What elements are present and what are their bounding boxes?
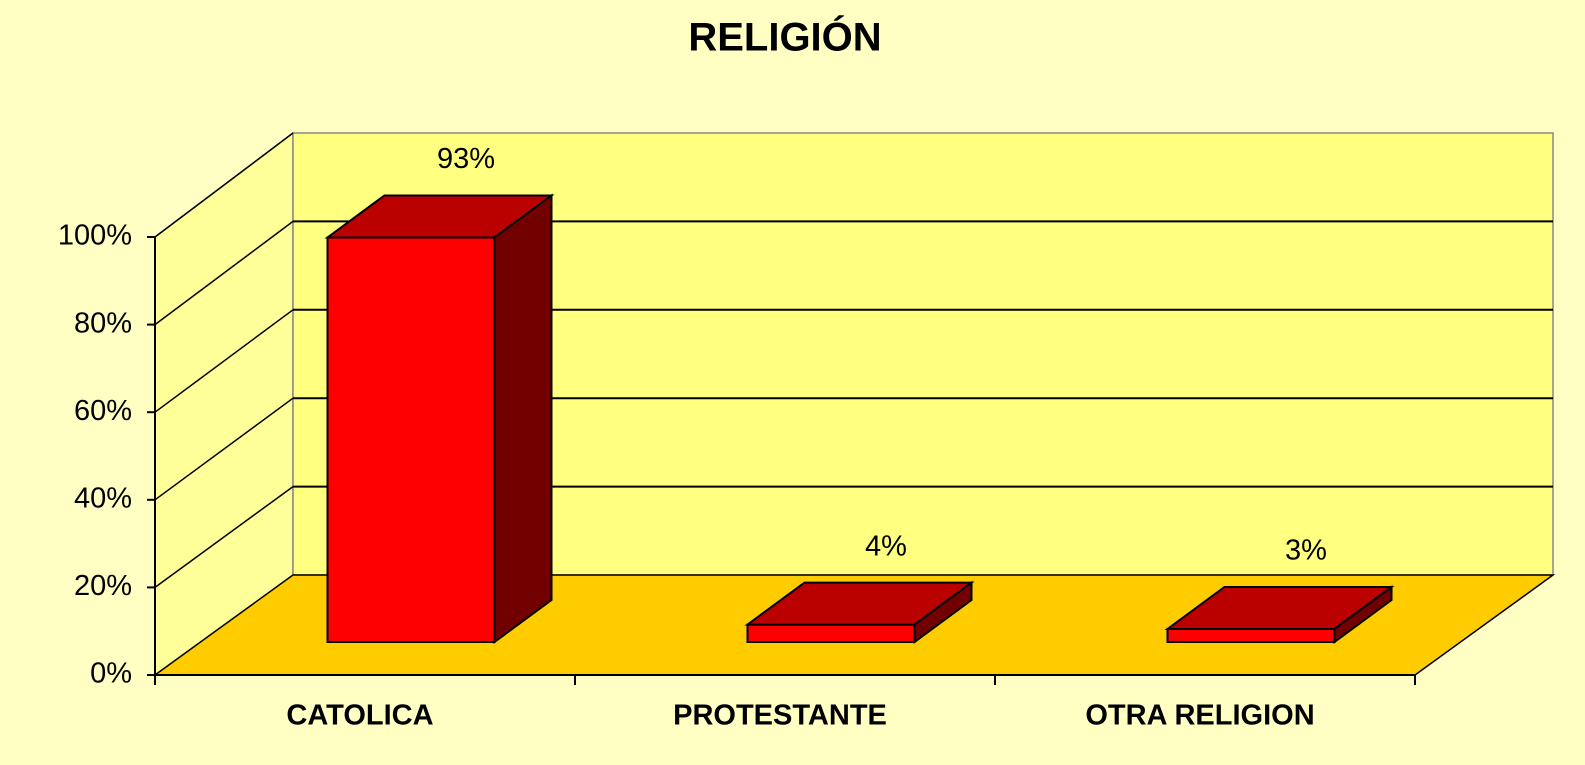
x-tick-label: PROTESTANTE (673, 700, 887, 732)
y-tick-label: 80% (74, 307, 132, 339)
chart-title: RELIGIÓN (688, 14, 881, 60)
side-grid-line (154, 132, 294, 238)
y-tick-label: 20% (74, 570, 132, 602)
value-label: 93% (437, 143, 495, 175)
y-tick-label: 60% (74, 395, 132, 427)
bar-side (1333, 584, 1393, 644)
bar-front (746, 623, 916, 643)
bar-front (1166, 627, 1336, 644)
bar-side (493, 193, 553, 644)
bar-side (913, 580, 973, 644)
y-tick-label: 40% (74, 482, 132, 514)
value-label: 4% (865, 530, 907, 562)
x-tick-label: CATOLICA (286, 700, 433, 732)
bar-front (326, 236, 496, 643)
side-grid-line (154, 220, 294, 326)
side-grid-line (154, 397, 294, 501)
y-tick-label: 0% (90, 658, 132, 690)
side-grid-line (154, 485, 294, 589)
value-label: 3% (1285, 535, 1327, 567)
x-tick-label: OTRA RELIGION (1085, 700, 1314, 732)
side-grid-line (154, 309, 294, 413)
y-tick-label: 100% (58, 220, 132, 252)
